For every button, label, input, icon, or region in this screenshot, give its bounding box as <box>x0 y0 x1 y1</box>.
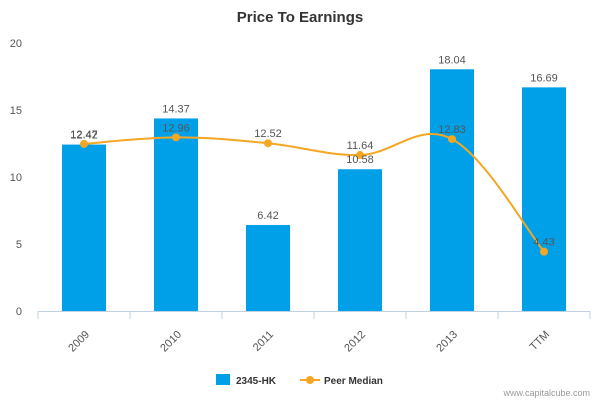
x-tick-label-2009: 2009 <box>66 329 92 355</box>
x-tick-label-2012: 2012 <box>342 329 368 355</box>
y-tick-label-5: 5 <box>16 239 22 251</box>
peer-median-point-2009 <box>80 139 88 148</box>
bar-2009 <box>62 144 106 311</box>
y-tick-label-0: 0 <box>16 306 22 318</box>
bar-label-2013: 18.04 <box>438 54 466 66</box>
y-tick-label-15: 15 <box>10 105 22 117</box>
x-tick-label-2011: 2011 <box>251 329 276 354</box>
legend: 2345-HK Peer Median <box>216 374 383 387</box>
bar-data-labels: 12.42 14.37 6.42 10.58 18.04 16.69 <box>70 54 558 222</box>
line-label-2012: 11.64 <box>347 140 374 152</box>
credit-text: www.capitalcube.com <box>502 388 590 398</box>
line-label-2010: 12.96 <box>162 122 190 134</box>
line-data-labels: 12.47 12.96 12.52 11.64 12.83 4.43 <box>70 122 554 248</box>
x-tick-label-2010: 2010 <box>158 329 184 355</box>
bar-2011 <box>246 224 290 311</box>
y-axis: 0 5 10 15 20 <box>10 38 22 318</box>
bar-2012 <box>338 169 382 311</box>
x-axis: 2009 2010 2011 2012 2013 TTM <box>37 311 591 355</box>
peer-median-point-2013 <box>448 135 456 144</box>
legend-swatch-bar <box>216 374 230 385</box>
peer-median-point-TTM <box>540 247 548 256</box>
bar-TTM <box>522 87 566 311</box>
bar-label-2012: 10.58 <box>346 154 374 166</box>
line-label-2011: 12.52 <box>254 128 282 140</box>
x-tick-label-2013: 2013 <box>434 329 460 355</box>
peer-median-point-2010 <box>172 133 180 142</box>
bar-2010 <box>154 118 198 311</box>
peer-median-point-2011 <box>264 139 272 148</box>
peer-median-line <box>83 133 545 253</box>
line-label-2009: 12.47 <box>70 129 98 141</box>
y-tick-label-10: 10 <box>10 172 22 184</box>
bar-2013 <box>430 69 474 311</box>
legend-swatch-point <box>306 376 314 384</box>
bar-label-2009: 12.42 <box>70 130 98 142</box>
bar-label-2010: 14.37 <box>162 103 190 115</box>
y-tick-label-20: 20 <box>10 38 22 50</box>
bar-label-TTM: 16.69 <box>530 72 558 84</box>
legend-label-bar: 2345-HK <box>236 376 277 387</box>
line-label-2013: 12.83 <box>438 124 466 136</box>
bar-label-2011: 6.42 <box>257 210 278 222</box>
line-label-TTM: 4.43 <box>533 237 554 249</box>
chart-title: Price To Earnings <box>237 9 363 26</box>
peer-median-point-2012 <box>356 151 364 160</box>
legend-label-line: Peer Median <box>324 376 383 387</box>
peer-median-series <box>80 133 548 256</box>
bar-series <box>62 69 566 311</box>
x-tick-label-TTM: TTM <box>528 329 552 353</box>
